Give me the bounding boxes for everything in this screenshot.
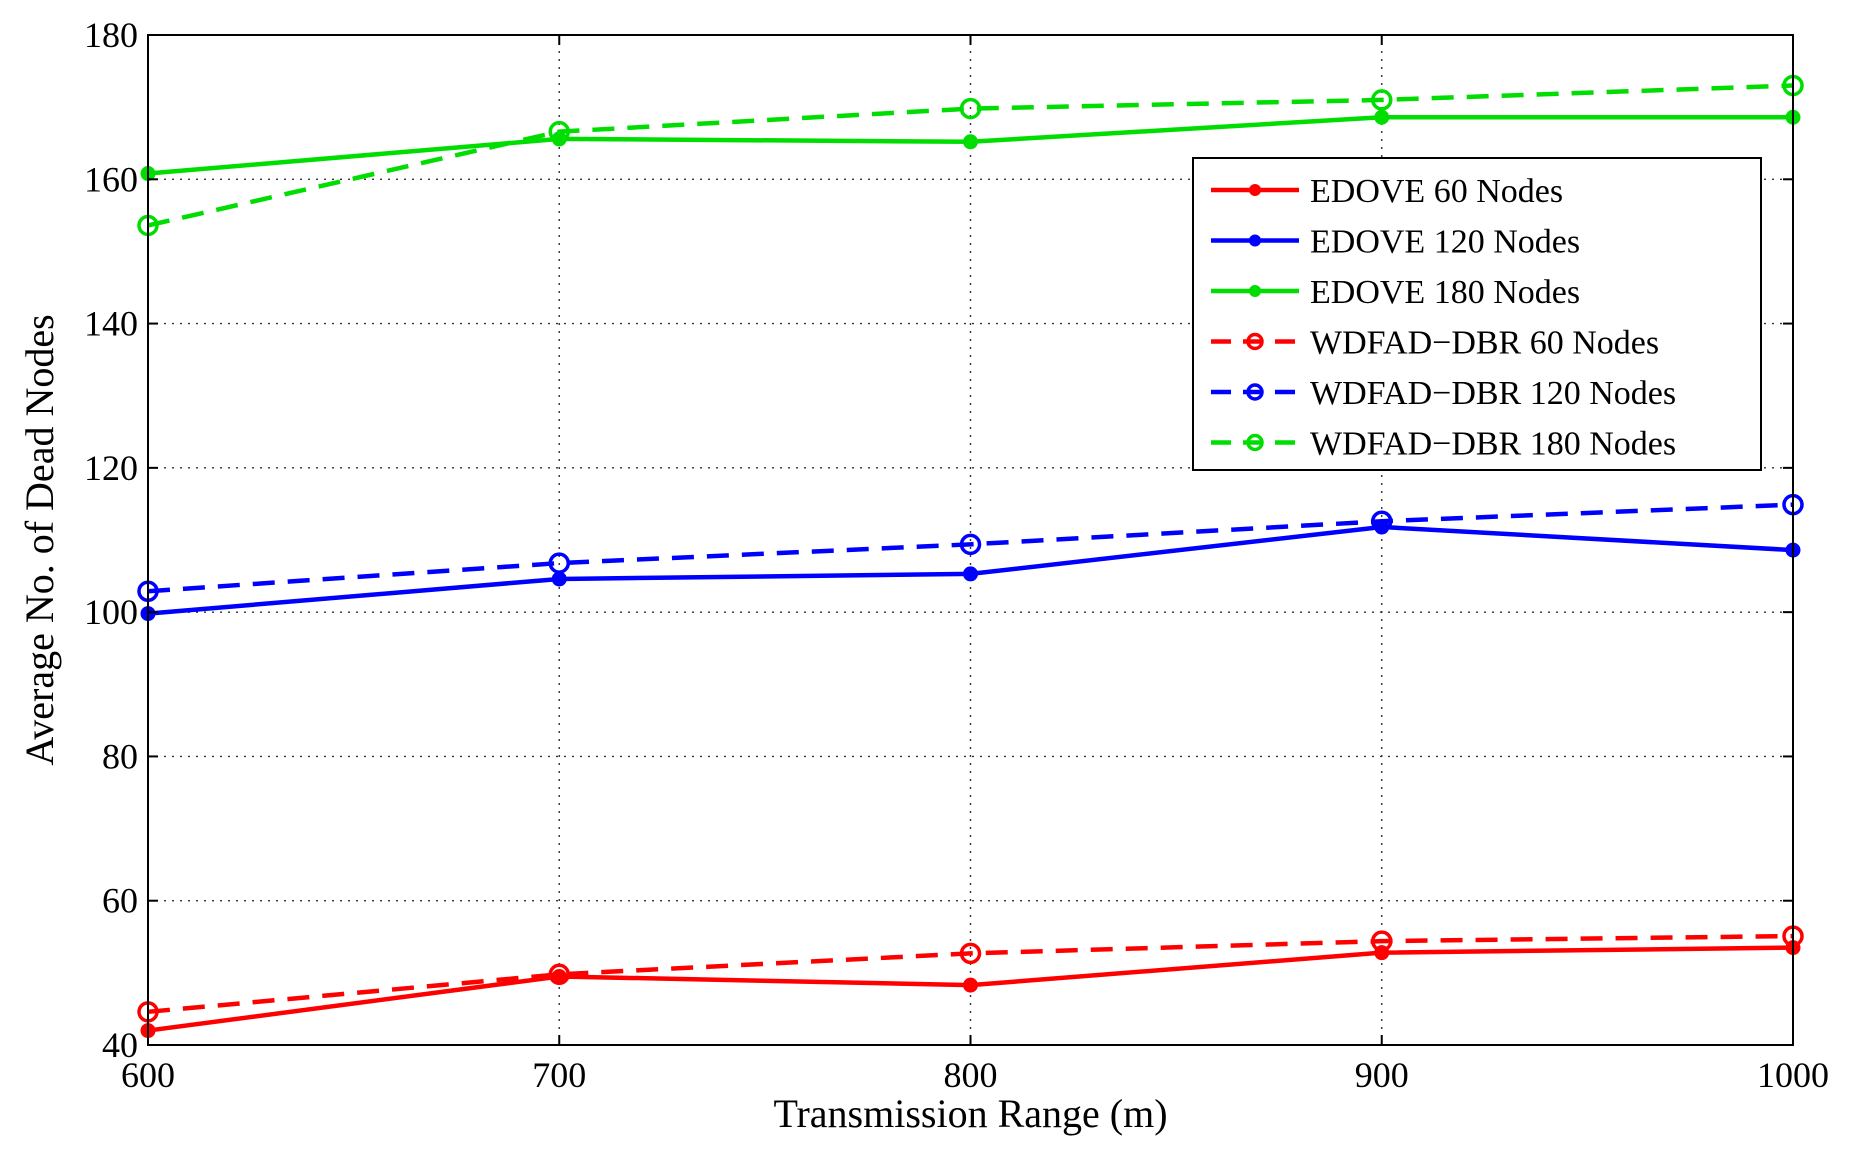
legend-box xyxy=(1192,157,1762,471)
data-point xyxy=(1374,945,1390,961)
data-point xyxy=(963,977,978,993)
y-tick-label: 140 xyxy=(84,304,138,344)
legend-entry: EDOVE 180 Nodes xyxy=(1211,274,1580,311)
data-point xyxy=(551,571,567,587)
legend-marker xyxy=(1249,234,1261,247)
x-tick-label: 700 xyxy=(532,1055,586,1095)
legend-marker xyxy=(1246,332,1264,351)
series-line xyxy=(147,83,1794,228)
data-point xyxy=(963,566,978,582)
x-axis-label: Transmission Range (m) xyxy=(773,1091,1167,1136)
data-point xyxy=(1374,109,1390,125)
x-tick-label: 1000 xyxy=(1757,1055,1829,1095)
legend-label: EDOVE 120 Nodes xyxy=(1310,224,1580,261)
y-tick-label: 80 xyxy=(102,736,138,776)
legend-marker xyxy=(1246,433,1264,452)
legend-marker xyxy=(1246,383,1264,401)
data-point xyxy=(959,97,982,120)
legend-label: WDFAD−DBR 120 Nodes xyxy=(1310,375,1676,412)
series-line xyxy=(147,502,1794,594)
data-point xyxy=(1371,89,1393,111)
series-layer xyxy=(137,74,1804,1039)
data-point xyxy=(1374,519,1390,535)
y-tick-label: 100 xyxy=(84,592,138,632)
legend-label: WDFAD−DBR 60 Nodes xyxy=(1310,325,1659,362)
y-tick-label: 180 xyxy=(84,15,138,55)
legend: EDOVE 60 Nodes EDOVE 120 Nodes EDOVE 180 N… xyxy=(1192,157,1762,471)
legend-entry: WDFAD−DBR 60 Nodes xyxy=(1211,325,1659,362)
data-point xyxy=(551,131,567,147)
axis-ticks: 600 700 800 900 1000 40 60 80 100 120 140 160 180 xyxy=(84,15,1829,1095)
legend-marker xyxy=(1249,184,1261,196)
y-tick-label: 120 xyxy=(84,448,138,488)
data-point xyxy=(551,968,567,984)
y-axis-label: Average No. of Dead Nodes xyxy=(17,314,62,765)
data-point xyxy=(963,134,978,150)
data-point xyxy=(959,533,982,556)
legend-label: WDFAD−DBR 180 Nodes xyxy=(1310,426,1676,463)
x-tick-label: 900 xyxy=(1355,1055,1409,1095)
data-point xyxy=(959,942,982,965)
legend-label: EDOVE 60 Nodes xyxy=(1310,173,1563,210)
x-tick-label: 600 xyxy=(121,1055,175,1095)
legend-entry: EDOVE 60 Nodes xyxy=(1211,173,1563,210)
y-tick-label: 160 xyxy=(84,159,138,199)
y-tick-label: 60 xyxy=(102,881,138,921)
legend-entry: WDFAD−DBR 120 Nodes xyxy=(1211,375,1676,412)
x-tick-label: 800 xyxy=(944,1055,998,1095)
legend-label: EDOVE 180 Nodes xyxy=(1310,274,1580,311)
legend-entry: WDFAD−DBR 180 Nodes xyxy=(1211,426,1676,463)
series-3 xyxy=(137,925,1804,1023)
legend-marker xyxy=(1249,285,1261,297)
legend-entry: EDOVE 120 Nodes xyxy=(1211,224,1580,261)
series-line xyxy=(147,933,1794,1015)
y-tick-label: 40 xyxy=(102,1025,138,1065)
